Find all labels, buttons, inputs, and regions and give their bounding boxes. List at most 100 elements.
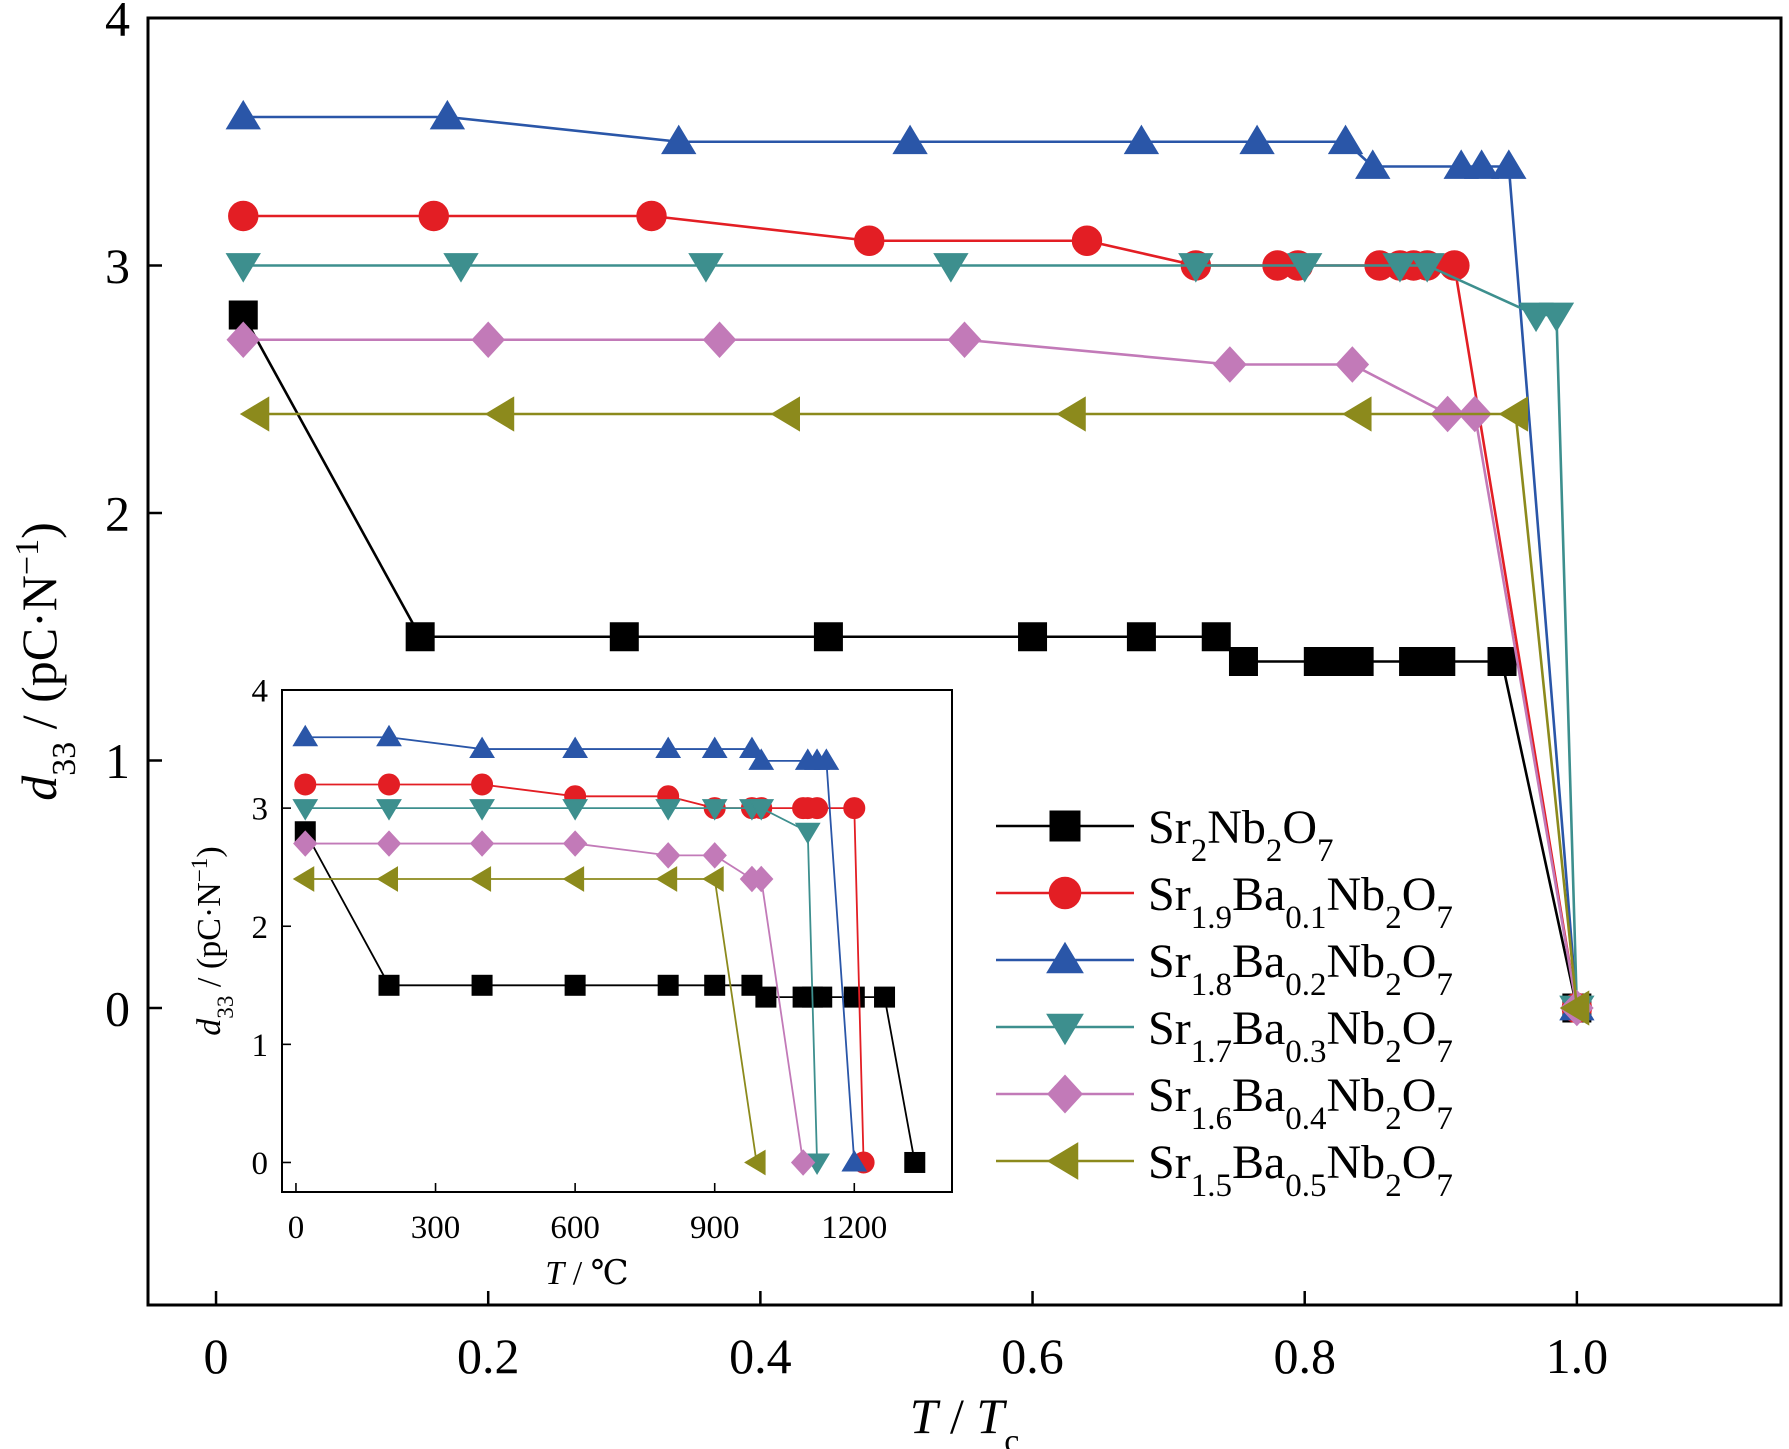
legend-marker-ba01 bbox=[1048, 876, 1082, 910]
inset-point-sr2 bbox=[811, 986, 833, 1008]
main-x-tick-label: 0.4 bbox=[729, 1328, 792, 1384]
main-y-axis-title: d33 / (pC·N−1) bbox=[9, 522, 83, 801]
main-point-ba01 bbox=[1071, 225, 1103, 256]
legend-label-part: 1.9 bbox=[1191, 900, 1232, 936]
inset-point-ba03 bbox=[469, 799, 495, 821]
inset-point-ba05 bbox=[292, 866, 315, 892]
main-point-ba03 bbox=[688, 253, 724, 283]
legend-label-part: Sr bbox=[1148, 868, 1191, 921]
legend-entry-sr2: Sr2Nb2O7 bbox=[996, 801, 1334, 869]
main-point-ba03 bbox=[1409, 253, 1445, 283]
legend-label-part: O bbox=[1402, 1002, 1437, 1055]
main-point-sr2 bbox=[1426, 647, 1456, 676]
inset-ylabel-var: d bbox=[191, 1018, 228, 1036]
legend-label-part: O bbox=[1402, 1069, 1437, 1122]
legend-entry-ba02: Sr1.8Ba0.2Nb2O7 bbox=[996, 935, 1453, 1003]
main-point-ba02 bbox=[892, 124, 928, 155]
main-point-ba02 bbox=[661, 124, 697, 155]
inset-point-ba02 bbox=[655, 736, 682, 759]
main-point-ba02 bbox=[1239, 124, 1275, 155]
legend-label-part: 7 bbox=[1436, 900, 1453, 936]
inset-point-ba02 bbox=[469, 736, 495, 759]
inset-point-ba04 bbox=[376, 830, 402, 857]
legend-label-sr2: Sr2Nb2O7 bbox=[1148, 801, 1334, 869]
inset-point-ba05 bbox=[655, 866, 678, 892]
main-point-ba02 bbox=[1491, 149, 1527, 179]
inset-point-ba01 bbox=[806, 797, 829, 820]
main-point-ba01 bbox=[228, 200, 259, 232]
inset-point-ba05 bbox=[744, 1149, 766, 1176]
legend-label-part: O bbox=[1282, 801, 1317, 854]
inset-series-line-ba03 bbox=[305, 807, 818, 1163]
main-xlabel-var: T bbox=[976, 1388, 1007, 1444]
legend-label-part: 0.5 bbox=[1285, 1168, 1326, 1204]
legend-label-part: 2 bbox=[1385, 1168, 1402, 1204]
legend-label-part: 2 bbox=[1385, 900, 1402, 936]
main-point-ba04 bbox=[1335, 346, 1370, 383]
legend-label-part: 7 bbox=[1436, 967, 1453, 1003]
main-xlabel-sub: c bbox=[1004, 1423, 1019, 1449]
inset-xlabel-unit: / ℃ bbox=[564, 1255, 628, 1292]
inset-xlabel-var: T bbox=[545, 1255, 566, 1292]
legend-label-part: O bbox=[1402, 935, 1437, 988]
inset-series-ba04 bbox=[293, 830, 816, 1176]
inset-point-ba03 bbox=[562, 799, 589, 821]
legend-label-ba01: Sr1.9Ba0.1Nb2O7 bbox=[1148, 868, 1453, 936]
inset-point-ba02 bbox=[376, 724, 402, 747]
legend-label-part: 1.6 bbox=[1191, 1101, 1232, 1137]
inset-point-ba04 bbox=[749, 865, 774, 893]
legend-label-part: 7 bbox=[1436, 1101, 1453, 1137]
main-x-tick-label: 0.2 bbox=[457, 1328, 520, 1384]
legend-label-part: Ba bbox=[1232, 868, 1285, 921]
main-point-ba01 bbox=[1439, 250, 1470, 281]
main-series-ba02 bbox=[225, 99, 1595, 1021]
legend-label-part: 2 bbox=[1385, 967, 1402, 1003]
main-point-ba03 bbox=[1382, 253, 1418, 283]
main-point-ba05 bbox=[1342, 396, 1372, 432]
main-point-sr2 bbox=[1399, 647, 1429, 676]
legend-label-part: 2 bbox=[1266, 833, 1283, 869]
inset-point-ba02 bbox=[748, 748, 775, 770]
main-point-ba04 bbox=[226, 321, 261, 358]
inset-point-ba05 bbox=[702, 866, 724, 892]
main-ylabel-sup: −1 bbox=[9, 539, 46, 575]
main-point-sr2 bbox=[1126, 622, 1156, 652]
legend-label-part: Nb bbox=[1327, 1069, 1386, 1122]
legend-label-part: Sr bbox=[1148, 1069, 1191, 1122]
main-point-sr2 bbox=[405, 622, 435, 652]
legend-label-part: 1.8 bbox=[1191, 967, 1232, 1003]
inset-point-sr2 bbox=[378, 974, 400, 996]
legend-label-part: Sr bbox=[1148, 801, 1191, 854]
inset-point-ba04 bbox=[293, 830, 318, 857]
legend-label-part: 0.4 bbox=[1285, 1101, 1326, 1137]
inset-x-tick-label: 600 bbox=[550, 1210, 600, 1246]
inset-y-tick-label: 2 bbox=[252, 910, 269, 946]
inset-point-ba04 bbox=[790, 1149, 816, 1176]
inset-point-ba03 bbox=[701, 799, 728, 821]
inset-point-ba02 bbox=[813, 748, 840, 770]
main-ylabel-unit: / (pC·N bbox=[11, 575, 67, 742]
legend-entry-ba05: Sr1.5Ba0.5Nb2O7 bbox=[996, 1136, 1453, 1204]
inset-ylabel-sub: 33 bbox=[213, 996, 239, 1019]
legend-label-part: Nb bbox=[1207, 801, 1266, 854]
main-point-ba05 bbox=[484, 396, 515, 432]
inset-point-ba02 bbox=[701, 736, 728, 759]
inset-x-tick-label: 300 bbox=[411, 1210, 461, 1246]
legend-entry-ba01: Sr1.9Ba0.1Nb2O7 bbox=[996, 868, 1453, 936]
legend-marker-ba03 bbox=[1046, 1013, 1084, 1046]
inset-y-tick-label: 1 bbox=[252, 1028, 269, 1064]
legend-label-part: 1.7 bbox=[1191, 1034, 1232, 1070]
main-x-tick-label: 1.0 bbox=[1546, 1328, 1609, 1384]
inset-point-sr2 bbox=[657, 974, 679, 996]
main-point-sr2 bbox=[1487, 647, 1517, 676]
legend-marker-ba05 bbox=[1046, 1142, 1079, 1180]
main-point-ba04 bbox=[471, 321, 505, 358]
legend-entry-ba03: Sr1.7Ba0.3Nb2O7 bbox=[996, 1002, 1453, 1070]
legend-marker-ba04 bbox=[1047, 1074, 1083, 1114]
main-point-ba03 bbox=[933, 253, 969, 283]
main-point-sr2 bbox=[1344, 647, 1374, 676]
main-series-ba03 bbox=[225, 253, 1595, 1026]
main-point-ba01 bbox=[418, 200, 449, 232]
main-xlabel-main: T bbox=[910, 1388, 941, 1444]
